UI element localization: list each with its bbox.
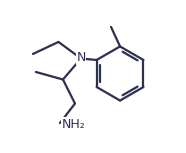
Text: NH₂: NH₂ bbox=[61, 118, 85, 131]
Text: N: N bbox=[76, 51, 86, 64]
